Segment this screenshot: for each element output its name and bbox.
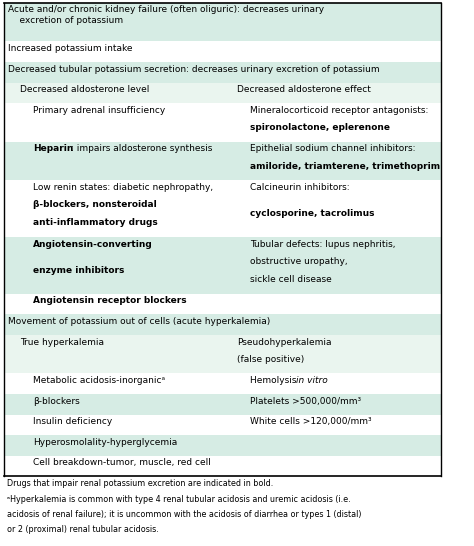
Text: Decreased aldosterone level: Decreased aldosterone level (20, 85, 150, 94)
FancyBboxPatch shape (4, 335, 441, 373)
Text: Hemolysis: Hemolysis (250, 376, 299, 385)
FancyBboxPatch shape (4, 394, 441, 414)
Text: Insulin deficiency: Insulin deficiency (33, 417, 112, 426)
FancyBboxPatch shape (4, 3, 441, 41)
Text: Movement of potassium out of cells (acute hyperkalemia): Movement of potassium out of cells (acut… (8, 317, 270, 326)
Text: enzyme inhibitors: enzyme inhibitors (33, 266, 124, 275)
Text: Mineralocorticoid receptor antagonists:: Mineralocorticoid receptor antagonists: (250, 106, 428, 115)
Text: β-blockers: β-blockers (33, 397, 80, 406)
Text: amiloride, triamterene, trimethoprim: amiloride, triamterene, trimethoprim (250, 162, 440, 170)
FancyBboxPatch shape (4, 456, 441, 476)
Text: Primary adrenal insufficiency: Primary adrenal insufficiency (33, 106, 165, 115)
Text: Heparin: Heparin (33, 145, 73, 153)
FancyBboxPatch shape (4, 237, 441, 294)
FancyBboxPatch shape (4, 373, 441, 394)
FancyBboxPatch shape (4, 41, 441, 62)
Text: Hyperosmolality-hyperglycemia: Hyperosmolality-hyperglycemia (33, 438, 177, 447)
Text: Angiotensin receptor blockers: Angiotensin receptor blockers (33, 296, 187, 305)
Text: Low renin states: diabetic nephropathy,: Low renin states: diabetic nephropathy, (33, 183, 213, 192)
Text: obstructive uropathy,: obstructive uropathy, (250, 257, 347, 266)
Text: Platelets >500,000/mm³: Platelets >500,000/mm³ (250, 397, 361, 406)
Text: Tubular defects: lupus nephritis,: Tubular defects: lupus nephritis, (250, 240, 395, 248)
Text: Angiotensin-converting: Angiotensin-converting (33, 240, 153, 248)
Text: Drugs that impair renal potassium excretion are indicated in bold.: Drugs that impair renal potassium excret… (7, 479, 273, 488)
FancyBboxPatch shape (4, 62, 441, 82)
Text: ᵃHyperkalemia is common with type 4 renal tubular acidosis and uremic acidosis (: ᵃHyperkalemia is common with type 4 rena… (7, 495, 350, 503)
Text: anti-inflammatory drugs: anti-inflammatory drugs (33, 218, 158, 227)
Text: (false positive): (false positive) (237, 355, 304, 364)
FancyBboxPatch shape (4, 314, 441, 335)
FancyBboxPatch shape (4, 180, 441, 237)
Text: Epithelial sodium channel inhibitors:: Epithelial sodium channel inhibitors: (250, 145, 415, 153)
Text: Decreased tubular potassium secretion: decreases urinary excretion of potassium: Decreased tubular potassium secretion: d… (8, 64, 380, 74)
Text: Cell breakdown-tumor, muscle, red cell: Cell breakdown-tumor, muscle, red cell (33, 459, 211, 467)
FancyBboxPatch shape (4, 294, 441, 314)
Text: True hyperkalemia: True hyperkalemia (20, 337, 104, 347)
Text: β-blockers, nonsteroidal: β-blockers, nonsteroidal (33, 200, 157, 210)
Text: White cells >120,000/mm³: White cells >120,000/mm³ (250, 417, 371, 426)
Text: in vitro: in vitro (296, 376, 328, 385)
Text: acidosis of renal failure); it is uncommon with the acidosis of diarrhea or type: acidosis of renal failure); it is uncomm… (7, 510, 361, 519)
Text: or 2 (proximal) renal tubular acidosis.: or 2 (proximal) renal tubular acidosis. (7, 525, 158, 535)
FancyBboxPatch shape (4, 103, 441, 142)
Text: Decreased aldosterone effect: Decreased aldosterone effect (237, 85, 371, 94)
FancyBboxPatch shape (4, 142, 441, 180)
Text: : impairs aldosterone synthesis: : impairs aldosterone synthesis (71, 145, 212, 153)
FancyBboxPatch shape (4, 82, 441, 103)
Text: Metabolic acidosis-inorganicᵃ: Metabolic acidosis-inorganicᵃ (33, 376, 165, 385)
Text: Pseudohyperkalemia: Pseudohyperkalemia (237, 337, 332, 347)
Text: sickle cell disease: sickle cell disease (250, 275, 331, 283)
Text: spironolactone, eplerenone: spironolactone, eplerenone (250, 123, 390, 132)
Text: cyclosporine, tacrolimus: cyclosporine, tacrolimus (250, 209, 374, 218)
FancyBboxPatch shape (4, 435, 441, 456)
FancyBboxPatch shape (4, 414, 441, 435)
Text: Increased potassium intake: Increased potassium intake (8, 44, 133, 53)
Text: Calcineurin inhibitors:: Calcineurin inhibitors: (250, 183, 349, 192)
Text: Acute and/or chronic kidney failure (often oliguric): decreases urinary
    excr: Acute and/or chronic kidney failure (oft… (8, 5, 324, 25)
